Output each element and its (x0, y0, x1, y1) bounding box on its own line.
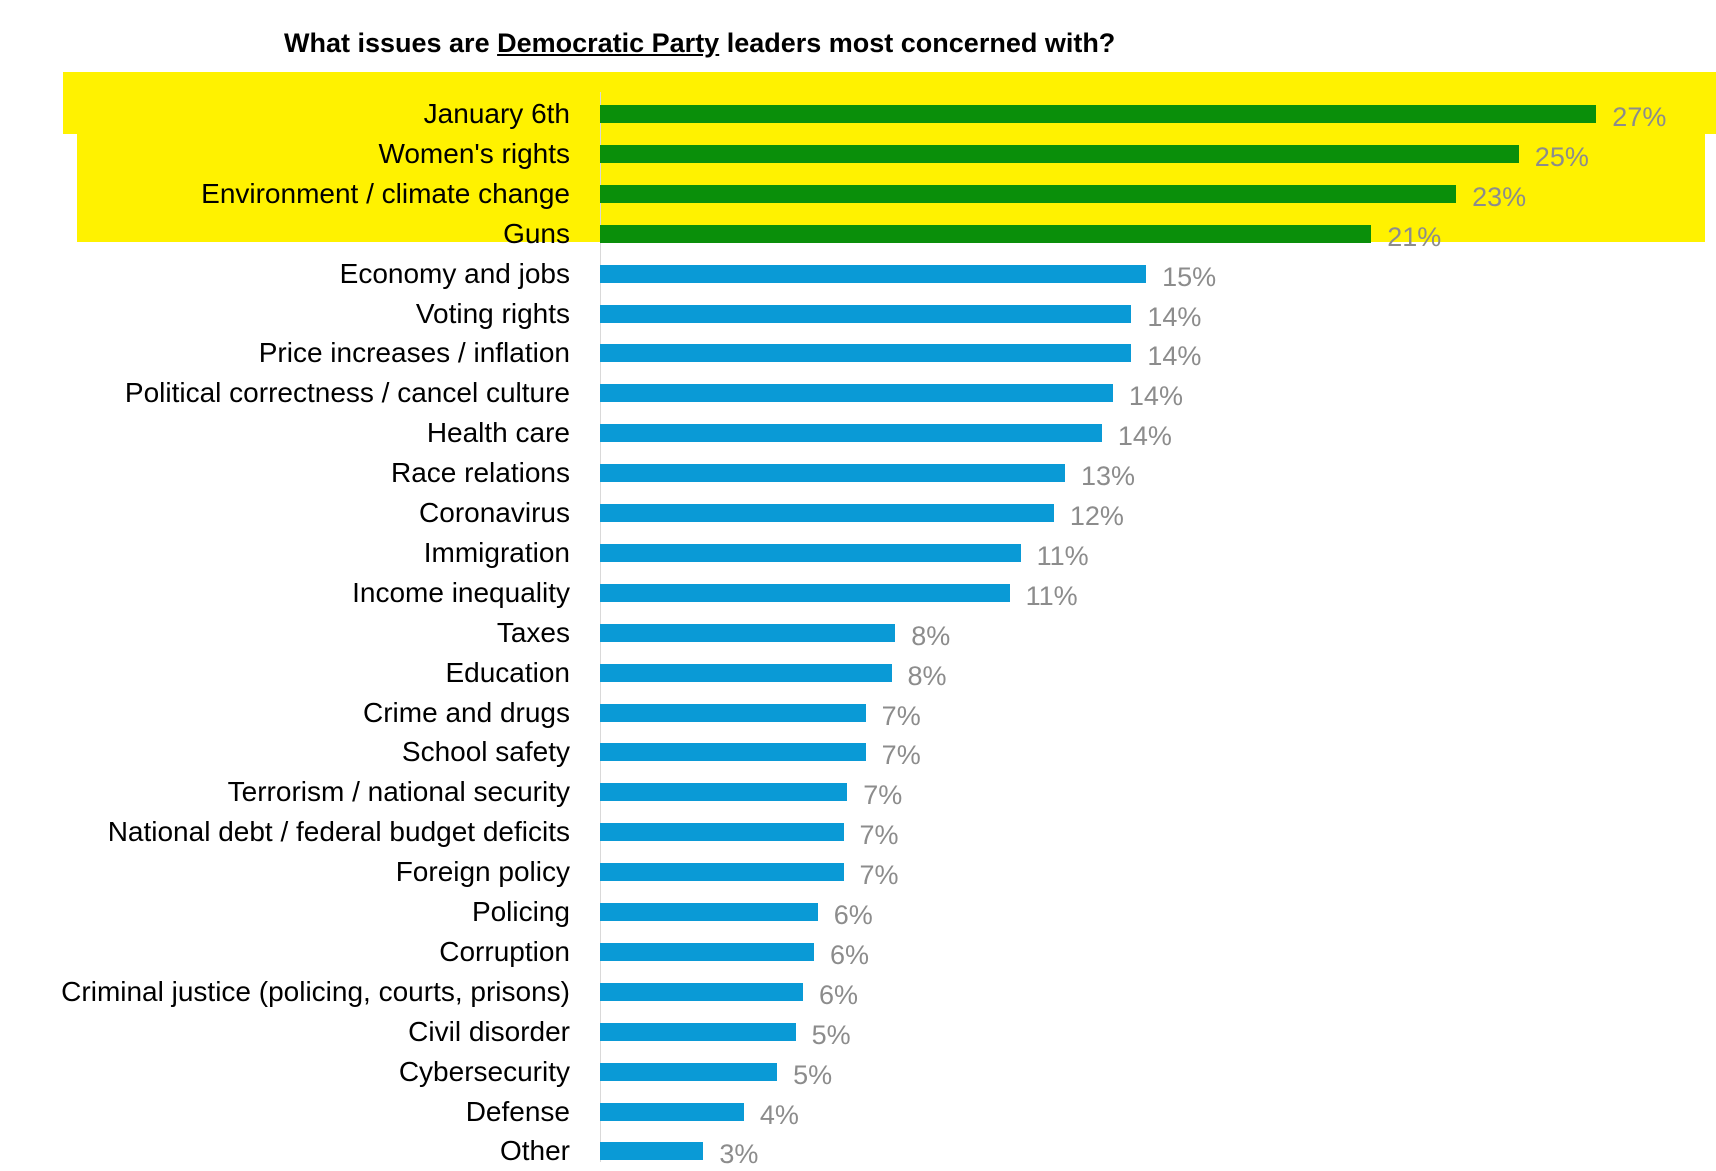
bar (600, 184, 1457, 203)
bar (600, 264, 1147, 283)
value-label: 14% (1128, 381, 1183, 412)
category-label: Political correctness / cancel culture (124, 377, 570, 409)
category-label: National debt / federal budget deficits (107, 816, 570, 848)
category-label: Race relations (391, 457, 570, 489)
category-label: Economy and jobs (339, 257, 570, 289)
bar (600, 424, 1102, 443)
category-label: Coronavirus (419, 497, 570, 528)
value-label: 6% (833, 900, 873, 930)
bar (600, 464, 1065, 483)
title-prefix: What issues are (284, 28, 498, 58)
bar (600, 663, 892, 682)
value-label: 25% (1534, 141, 1589, 172)
category-label: Terrorism / national security (227, 776, 570, 808)
bar (600, 703, 866, 722)
category-label: Guns (503, 217, 570, 249)
bar (600, 903, 818, 921)
value-label: 27% (1612, 102, 1667, 132)
bar (600, 105, 1597, 123)
bar (600, 144, 1519, 163)
value-label: 14% (1147, 301, 1202, 332)
bar (600, 863, 844, 882)
category-label: School safety (401, 736, 570, 768)
category-label: Foreign policy (395, 856, 570, 888)
category-label: Education (445, 656, 570, 688)
value-label: 7% (863, 780, 903, 811)
category-label: Price increases / inflation (258, 337, 570, 369)
category-label: Income inequality (352, 576, 570, 608)
category-label: Environment / climate change (201, 177, 570, 209)
value-label: 13% (1080, 461, 1135, 492)
title-party: Democratic Party (497, 28, 720, 58)
value-label: 7% (859, 820, 899, 851)
bar (600, 743, 866, 762)
bar (600, 942, 815, 961)
bar (600, 1102, 744, 1121)
bar (600, 1142, 704, 1161)
bar (600, 583, 1010, 602)
value-label: 14% (1147, 341, 1202, 372)
value-label: 21% (1387, 221, 1442, 252)
category-label: Cybersecurity (398, 1055, 570, 1087)
value-label: 14% (1117, 421, 1172, 452)
category-label: Other (499, 1135, 570, 1167)
category-label: Policing (471, 896, 570, 927)
category-label: Immigration (423, 536, 570, 568)
bar (600, 823, 844, 842)
chart-title: What issues are Democratic Party leaders… (284, 28, 1115, 59)
value-label: 6% (818, 979, 858, 1010)
category-label: Crime and drugs (363, 696, 570, 728)
bar (600, 543, 1021, 562)
bar (600, 304, 1132, 323)
value-label: 5% (793, 1059, 833, 1090)
value-label: 8% (911, 620, 951, 651)
category-label: Civil disorder (408, 1015, 570, 1047)
category-label: Women's rights (378, 137, 570, 169)
category-label: Taxes (496, 616, 570, 648)
bar (600, 344, 1132, 363)
bar (600, 504, 1054, 522)
value-label: 12% (1069, 501, 1124, 531)
value-label: 8% (907, 660, 947, 691)
value-label: 4% (759, 1099, 799, 1130)
bar (600, 623, 896, 642)
value-label: 11% (1036, 540, 1089, 571)
bar (600, 783, 848, 802)
category-label: Defense (465, 1095, 570, 1127)
bar (600, 982, 803, 1001)
value-label: 5% (811, 1019, 851, 1050)
bar (600, 224, 1372, 243)
category-label: Health care (426, 417, 570, 449)
value-label: 7% (881, 740, 921, 771)
value-label: 15% (1162, 261, 1217, 292)
category-label: January 6th (423, 98, 570, 129)
value-label: 11% (1025, 580, 1078, 611)
value-label: 6% (830, 939, 870, 970)
value-label: 3% (719, 1139, 759, 1170)
title-suffix: leaders most concerned with? (719, 28, 1116, 58)
highlight-band-top (63, 72, 1716, 134)
category-label: Voting rights (415, 297, 570, 329)
bar (600, 1062, 778, 1081)
category-label: Criminal justice (policing, courts, pris… (61, 975, 570, 1007)
value-label: 7% (859, 860, 899, 891)
bar (600, 1022, 796, 1041)
value-label: 23% (1472, 181, 1527, 212)
category-label: Corruption (439, 935, 570, 967)
bar (600, 384, 1113, 403)
value-label: 7% (881, 700, 921, 731)
